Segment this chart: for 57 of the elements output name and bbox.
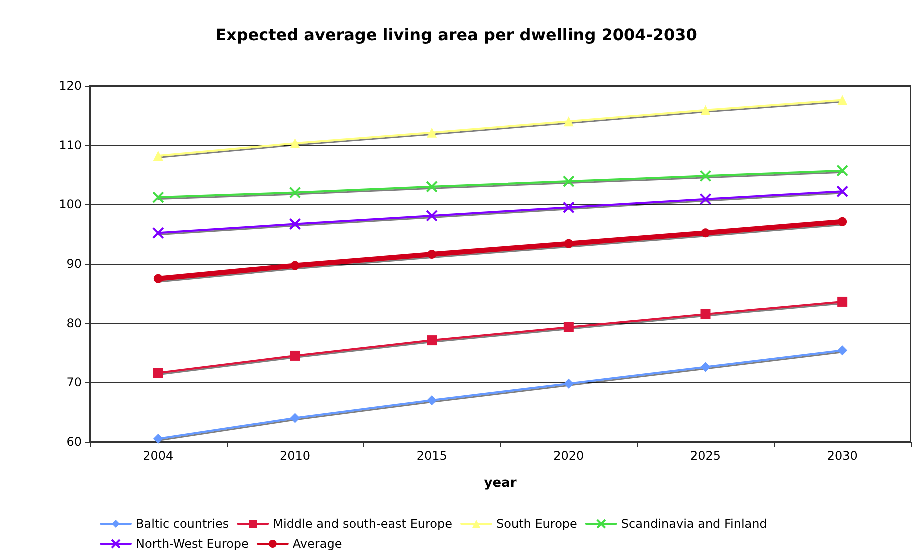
point: [564, 378, 574, 389]
point: [427, 395, 438, 406]
point: [700, 105, 711, 116]
point: [152, 227, 164, 240]
y-tick-label: 90: [66, 257, 82, 271]
point: [838, 95, 848, 106]
x-tick-label: 2010: [280, 449, 311, 463]
point: [700, 193, 712, 206]
point: [290, 261, 300, 270]
point: [838, 217, 848, 226]
x-tick-label: 2030: [827, 449, 858, 463]
x-tick-label: 2004: [143, 449, 174, 463]
point: [564, 116, 574, 127]
point: [562, 202, 575, 214]
point: [838, 346, 848, 356]
point: [564, 239, 574, 248]
point: [427, 128, 438, 138]
point: [153, 434, 164, 444]
point: [290, 350, 300, 361]
legend-label: Average: [292, 537, 342, 551]
point: [564, 322, 574, 332]
x-tick-label: 2025: [690, 449, 722, 463]
point: [154, 274, 163, 284]
point: [289, 218, 302, 230]
y-tick-label: 60: [66, 435, 82, 449]
point: [426, 210, 438, 222]
point: [290, 413, 300, 424]
point: [290, 138, 300, 149]
point: [700, 362, 711, 372]
point: [836, 164, 849, 177]
legend-label: South Europe: [496, 517, 578, 531]
legend-label: Scandinavia and Finland: [621, 517, 768, 531]
point: [428, 250, 437, 260]
y-tick-label: 80: [66, 316, 82, 330]
y-tick-label: 110: [59, 138, 82, 152]
x-axis-title: year: [484, 476, 518, 491]
point: [700, 309, 711, 320]
x-tick-label: 2020: [554, 449, 584, 463]
y-tick-label: 100: [59, 198, 82, 212]
point: [426, 180, 438, 193]
legend-label: Baltic countries: [136, 517, 230, 531]
x-tick-label: 2015: [416, 449, 448, 463]
point: [152, 192, 164, 204]
point: [289, 186, 302, 199]
chart-title: Expected average living area per dwelling 2004-2030: [216, 26, 698, 44]
legend-label: Middle and south-east Europe: [273, 517, 453, 531]
point: [836, 186, 849, 198]
point: [700, 170, 712, 182]
y-tick-label: 120: [59, 79, 82, 93]
point: [153, 368, 164, 378]
point: [427, 336, 438, 346]
point: [701, 228, 710, 238]
y-tick-label: 70: [66, 376, 82, 390]
point: [562, 176, 575, 188]
point: [838, 296, 848, 307]
point: [153, 151, 164, 162]
legend-label: North-West Europe: [136, 537, 249, 551]
